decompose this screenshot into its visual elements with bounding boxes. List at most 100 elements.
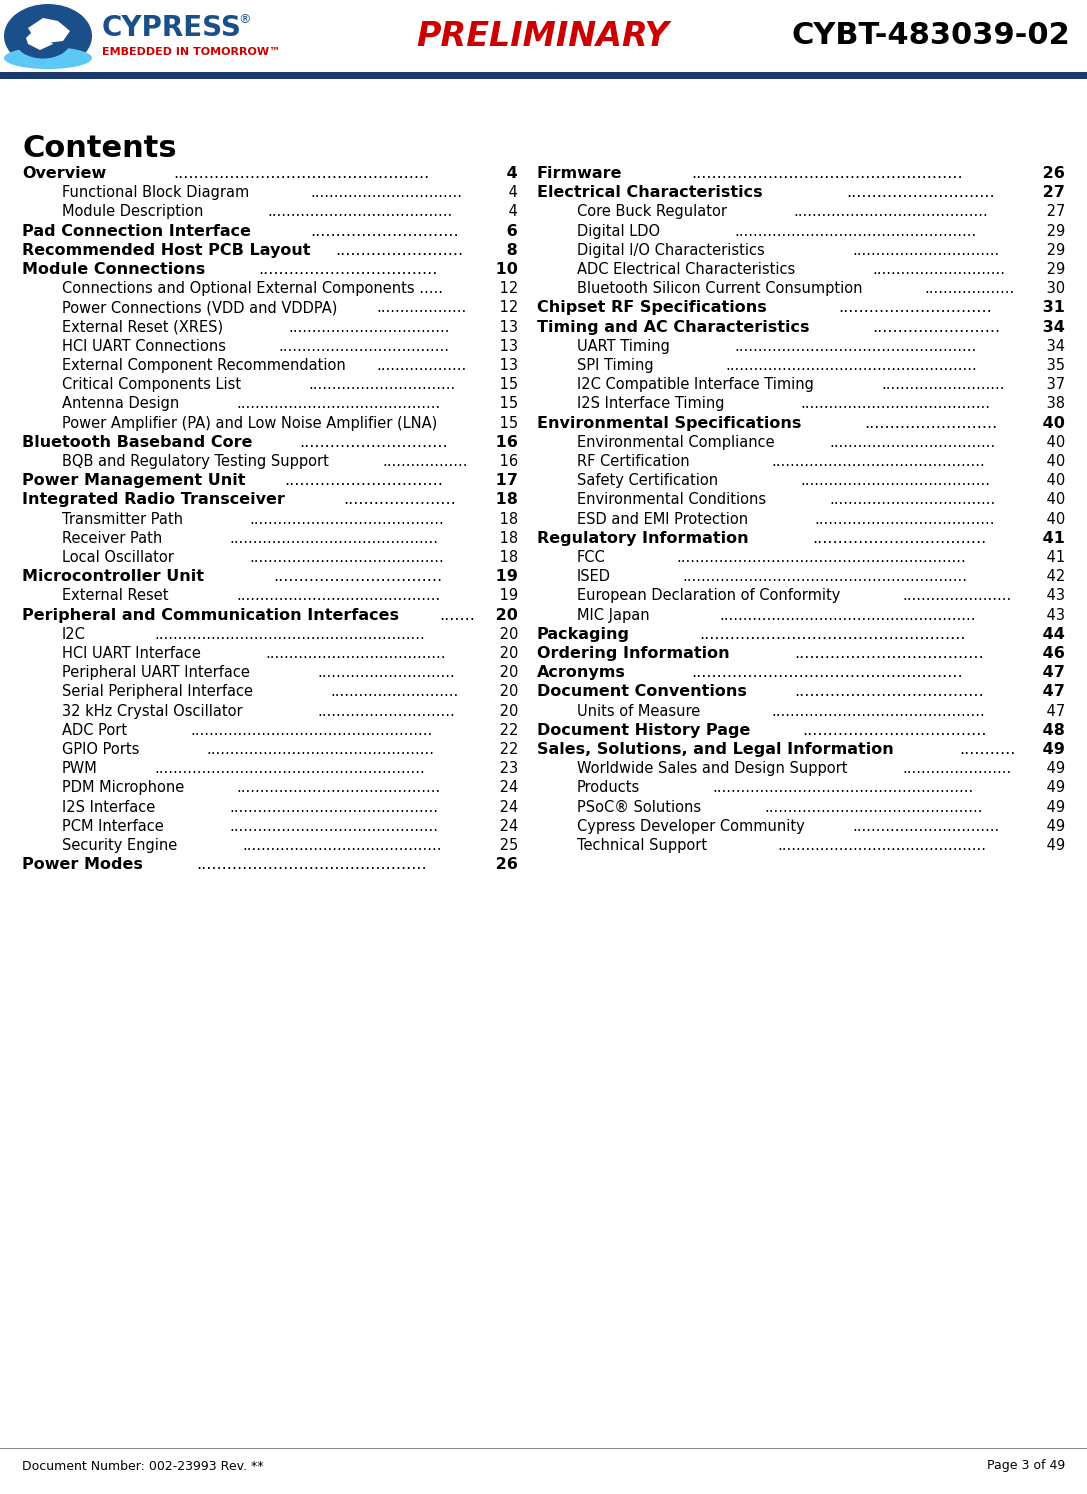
- Text: .........................: .........................: [872, 320, 1000, 335]
- Text: MIC Japan: MIC Japan: [577, 608, 650, 623]
- Text: Electrical Characteristics: Electrical Characteristics: [537, 185, 763, 200]
- Text: .............................: .............................: [317, 665, 455, 680]
- Text: ISED: ISED: [577, 569, 611, 584]
- Text: 24: 24: [495, 819, 518, 834]
- Text: Firmware: Firmware: [537, 166, 623, 181]
- Text: 43: 43: [1042, 589, 1065, 604]
- Text: Critical Components List: Critical Components List: [62, 376, 241, 393]
- Text: External Reset (XRES): External Reset (XRES): [62, 320, 223, 335]
- Text: Functional Block Diagram: Functional Block Diagram: [62, 185, 249, 200]
- Text: 35: 35: [1042, 359, 1065, 374]
- Text: .........................................: ........................................…: [250, 550, 445, 565]
- Text: Ordering Information: Ordering Information: [537, 645, 729, 660]
- Text: 18: 18: [495, 550, 518, 565]
- Text: Digital I/O Characteristics: Digital I/O Characteristics: [577, 244, 765, 258]
- Ellipse shape: [4, 4, 92, 69]
- Text: 41: 41: [1037, 530, 1065, 545]
- Text: ...............................: ...............................: [309, 376, 455, 393]
- Text: .......: .......: [439, 608, 475, 623]
- Bar: [0, 72, 1087, 79]
- Text: 29: 29: [1041, 261, 1065, 276]
- Text: ADC Port: ADC Port: [62, 723, 127, 738]
- Text: .....................................................: ........................................…: [691, 665, 963, 680]
- Text: 46: 46: [1037, 645, 1065, 660]
- Text: 32 kHz Crystal Oscillator: 32 kHz Crystal Oscillator: [62, 704, 242, 719]
- Text: .....................................: .....................................: [795, 684, 984, 699]
- Text: ......................................: ......................................: [814, 511, 995, 526]
- Text: 31: 31: [1037, 300, 1065, 315]
- Text: Receiver Path: Receiver Path: [62, 530, 162, 545]
- Text: Document History Page: Document History Page: [537, 723, 750, 738]
- Text: .........................................: ........................................…: [794, 205, 988, 220]
- Text: .............................: .............................: [300, 435, 448, 450]
- Text: ...............................: ...............................: [852, 244, 1000, 258]
- Text: 16: 16: [495, 454, 518, 469]
- Text: 18: 18: [495, 530, 518, 545]
- Text: 20: 20: [495, 704, 518, 719]
- Text: 27: 27: [1037, 185, 1065, 200]
- Text: 12: 12: [495, 281, 518, 296]
- Text: Pad Connection Interface: Pad Connection Interface: [22, 224, 251, 239]
- Text: 25: 25: [495, 838, 518, 853]
- Text: Contents: Contents: [22, 134, 176, 163]
- Text: 49: 49: [1041, 838, 1065, 853]
- Text: 47: 47: [1041, 704, 1065, 719]
- Text: Core Buck Regulator: Core Buck Regulator: [577, 205, 727, 220]
- Text: ............................................: ........................................…: [229, 530, 438, 545]
- Text: 15: 15: [495, 376, 518, 393]
- Text: Module Connections: Module Connections: [22, 261, 205, 276]
- Text: ..................................................: ........................................…: [173, 166, 429, 181]
- Text: Document Number: 002-23993 Rev. **: Document Number: 002-23993 Rev. **: [22, 1460, 263, 1473]
- Text: 26: 26: [490, 858, 518, 872]
- Text: 49: 49: [1037, 743, 1065, 757]
- Text: Security Engine: Security Engine: [62, 838, 177, 853]
- Text: 29: 29: [1041, 244, 1065, 258]
- Text: Power Connections (VDD and VDDPA): Power Connections (VDD and VDDPA): [62, 300, 337, 315]
- Text: 24: 24: [495, 799, 518, 814]
- Text: 8: 8: [501, 244, 518, 258]
- Text: Microcontroller Unit: Microcontroller Unit: [22, 569, 204, 584]
- Text: .................................: .................................: [274, 569, 442, 584]
- Text: Timing and AC Characteristics: Timing and AC Characteristics: [537, 320, 810, 335]
- Polygon shape: [26, 31, 53, 49]
- Text: 41: 41: [1041, 550, 1065, 565]
- Text: European Declaration of Conformity: European Declaration of Conformity: [577, 589, 840, 604]
- Text: ......................................: ......................................: [265, 645, 446, 660]
- Text: ............................................: ........................................…: [229, 799, 438, 814]
- Text: .........................: .........................: [336, 244, 464, 258]
- Text: ............................................................: ........................................…: [683, 569, 967, 584]
- Text: 30: 30: [1041, 281, 1065, 296]
- Text: Local Oscillator: Local Oscillator: [62, 550, 174, 565]
- Text: 19: 19: [490, 569, 518, 584]
- Text: 20: 20: [495, 684, 518, 699]
- Text: Transmitter Path: Transmitter Path: [62, 511, 183, 526]
- Text: Safety Certification: Safety Certification: [577, 474, 719, 489]
- Text: .....................................................: ........................................…: [726, 359, 977, 374]
- Text: I2C: I2C: [62, 627, 86, 642]
- Text: CYPRESS: CYPRESS: [102, 13, 242, 42]
- Text: 4: 4: [501, 166, 518, 181]
- Text: Peripheral UART Interface: Peripheral UART Interface: [62, 665, 250, 680]
- Text: 26: 26: [1037, 166, 1065, 181]
- Text: .............................................: ........................................…: [771, 454, 985, 469]
- Text: ...............................: ...............................: [852, 819, 1000, 834]
- Text: Cypress Developer Community: Cypress Developer Community: [577, 819, 804, 834]
- Text: .............................................: ........................................…: [197, 858, 427, 872]
- Text: ...............................: ...............................: [284, 474, 442, 489]
- Text: ..........................: ..........................: [864, 415, 998, 430]
- Text: .....................................: .....................................: [795, 645, 984, 660]
- Text: 13: 13: [495, 339, 518, 354]
- Text: I2S Interface Timing: I2S Interface Timing: [577, 396, 725, 411]
- Text: Integrated Radio Transceiver: Integrated Radio Transceiver: [22, 493, 285, 508]
- Text: 18: 18: [495, 511, 518, 526]
- Text: ..................................: ..................................: [288, 320, 450, 335]
- Text: ..............................................: ........................................…: [764, 799, 983, 814]
- Text: .....................................................: ........................................…: [691, 166, 963, 181]
- Text: .......................................: .......................................: [267, 205, 452, 220]
- Text: ..............................: ..............................: [838, 300, 992, 315]
- Text: 34: 34: [1042, 339, 1065, 354]
- Text: ............................................: ........................................…: [778, 838, 987, 853]
- Text: 13: 13: [495, 320, 518, 335]
- Text: 17: 17: [490, 474, 518, 489]
- Text: ...........: ...........: [960, 743, 1016, 757]
